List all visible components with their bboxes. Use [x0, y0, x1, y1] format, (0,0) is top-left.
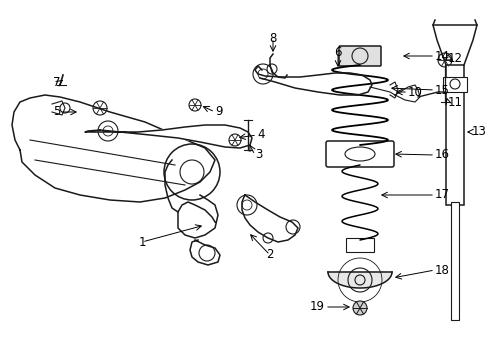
Text: 17: 17 — [434, 189, 449, 202]
Text: 18: 18 — [434, 264, 449, 276]
Text: 15: 15 — [434, 84, 449, 96]
Text: 5: 5 — [53, 105, 60, 118]
Text: 3: 3 — [254, 148, 262, 162]
FancyBboxPatch shape — [445, 65, 463, 205]
Text: 12: 12 — [447, 51, 462, 64]
Text: 10: 10 — [407, 85, 422, 99]
Text: 9: 9 — [215, 105, 222, 118]
Text: 13: 13 — [471, 126, 486, 139]
Text: 19: 19 — [309, 301, 325, 314]
Text: 16: 16 — [434, 148, 449, 162]
Text: 8: 8 — [269, 31, 276, 45]
Polygon shape — [327, 272, 391, 288]
Polygon shape — [242, 195, 297, 242]
Text: 1: 1 — [138, 235, 145, 248]
Text: 6: 6 — [334, 45, 341, 58]
FancyBboxPatch shape — [442, 77, 466, 92]
FancyBboxPatch shape — [450, 202, 458, 320]
Text: 4: 4 — [257, 129, 264, 141]
Text: 14: 14 — [434, 49, 449, 63]
Text: 11: 11 — [447, 95, 462, 108]
FancyBboxPatch shape — [346, 238, 373, 252]
Polygon shape — [254, 66, 371, 95]
FancyBboxPatch shape — [338, 46, 380, 66]
Polygon shape — [85, 125, 251, 148]
Text: 2: 2 — [265, 248, 273, 261]
Text: 7: 7 — [52, 76, 60, 89]
Circle shape — [352, 301, 366, 315]
FancyBboxPatch shape — [325, 141, 393, 167]
